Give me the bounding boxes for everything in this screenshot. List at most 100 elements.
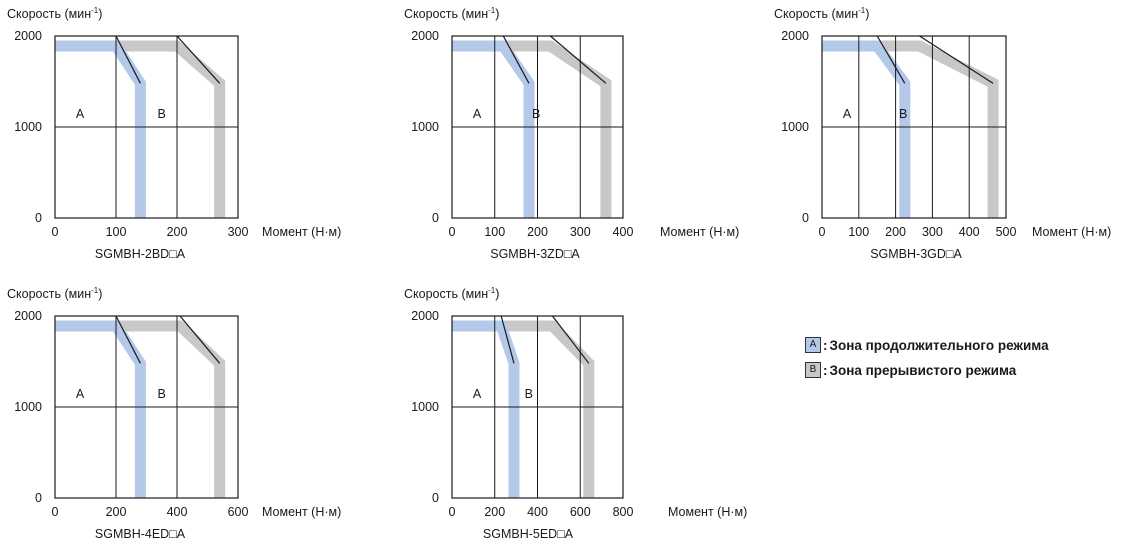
x-tick-label: 400 — [527, 505, 548, 519]
y-tick-label: 0 — [432, 211, 439, 225]
plot-frame — [54, 315, 239, 499]
y-tick-label: 1000 — [411, 120, 439, 134]
y-axis-label: Скорость (мин-1) — [404, 6, 499, 21]
x-tick-label: 200 — [167, 225, 188, 239]
y-axis-label: Скорость (мин-1) — [404, 286, 499, 301]
chart-model-name: SGMBH-2BD□A — [95, 247, 186, 261]
plot-frame — [54, 35, 239, 219]
y-axis-label-main: Скорость (мин — [7, 7, 91, 21]
y-tick-label: 1000 — [781, 120, 809, 134]
x-tick-label: 400 — [959, 225, 980, 239]
y-axis-label-sup: -1 — [858, 6, 866, 15]
zone-boundary-b — [176, 35, 221, 84]
zone-label-b: B — [158, 107, 166, 121]
y-axis-label-sup: -1 — [488, 6, 496, 15]
y-tick-label: 2000 — [14, 309, 42, 323]
y-axis-label-end: ) — [98, 287, 102, 301]
x-axis-label: Момент (Н·м) — [262, 225, 341, 239]
y-axis-label-sup: -1 — [91, 286, 99, 295]
chart-model-name: SGMBH-3ZD□A — [490, 247, 580, 261]
legend-separator-a: : — [823, 337, 828, 353]
x-tick-label: 100 — [848, 225, 869, 239]
legend-item-a: A : Зона продолжительного режима — [805, 336, 1049, 354]
y-tick-label: 2000 — [411, 29, 439, 43]
zone-boundary-a — [115, 315, 141, 364]
x-tick-label: 0 — [52, 225, 59, 239]
y-tick-label: 2000 — [781, 29, 809, 43]
chart-model-name: SGMBH-3GD□A — [870, 247, 962, 261]
zone-boundary-b — [179, 315, 221, 364]
y-tick-label: 1000 — [14, 120, 42, 134]
x-tick-label: 800 — [613, 505, 634, 519]
legend-item-b: B : Зона прерывистого режима — [805, 361, 1049, 379]
zone-label-a: A — [843, 107, 852, 121]
legend-separator-b: : — [823, 362, 828, 378]
x-tick-label: 200 — [484, 505, 505, 519]
zone-label-b: B — [525, 387, 533, 401]
chart-1: 0 1000 2000 0 100 200 300 Скорость (мин-1) Момен… — [7, 6, 341, 261]
zone-boundary-a — [502, 35, 530, 84]
plot-frame — [451, 315, 624, 499]
y-tick-label: 0 — [35, 491, 42, 505]
y-axis-label-end: ) — [865, 7, 869, 21]
grid — [55, 316, 238, 498]
zone-label-b: B — [532, 107, 540, 121]
zone-label-b: B — [158, 387, 166, 401]
grid — [822, 36, 1006, 218]
grid — [452, 36, 623, 218]
y-axis-label-main: Скорость (мин — [7, 287, 91, 301]
zone-label-a: A — [76, 387, 85, 401]
legend-swatch-b: B — [805, 362, 821, 378]
x-tick-label: 100 — [484, 225, 505, 239]
zone-boundary-b — [549, 35, 607, 84]
zone-boundary-a — [876, 35, 906, 84]
zone-boundary-a — [500, 315, 515, 364]
zone-band-a — [55, 320, 146, 498]
x-tick-label: 200 — [527, 225, 548, 239]
legend-label-a: Зона продолжительного режима — [829, 337, 1049, 353]
zone-label-a: A — [76, 107, 85, 121]
y-axis-label: Скорость (мин-1) — [774, 6, 869, 21]
zone-label-b: B — [899, 107, 907, 121]
chart-4: 0 1000 2000 0 200 400 600 Скорость (мин-1) Момен… — [7, 286, 341, 541]
y-tick-label: 0 — [802, 211, 809, 225]
zone-band-a — [452, 320, 520, 498]
y-tick-label: 1000 — [411, 400, 439, 414]
x-tick-label: 600 — [228, 505, 249, 519]
x-tick-label: 300 — [228, 225, 249, 239]
zone-band-a — [55, 40, 146, 218]
x-axis-label: Момент (Н·м) — [660, 225, 739, 239]
zone-boundary-b — [551, 315, 590, 364]
x-tick-label: 0 — [449, 505, 456, 519]
x-tick-label: 500 — [996, 225, 1017, 239]
x-tick-label: 400 — [613, 225, 634, 239]
chart-model-name: SGMBH-4ED□A — [95, 527, 186, 541]
zone-band-a — [452, 40, 535, 218]
y-axis-label-main: Скорость (мин — [404, 7, 488, 21]
chart-2: 0 1000 2000 0 100 200 300 400 Скорость (мин-1) Мо… — [404, 6, 739, 261]
zone-boundary-b — [919, 35, 994, 84]
y-axis-label-main: Скорость (мин — [404, 287, 488, 301]
legend-swatch-a: A — [805, 337, 821, 353]
y-tick-label: 2000 — [14, 29, 42, 43]
chart-5: 0 1000 2000 0 200 400 600 800 Скорость (мин-1) Мо… — [404, 286, 747, 541]
x-tick-label: 300 — [922, 225, 943, 239]
y-axis-label-main: Скорость (мин — [774, 7, 858, 21]
x-tick-label: 200 — [106, 505, 127, 519]
zone-label-a: A — [473, 387, 482, 401]
y-axis-label: Скорость (мин-1) — [7, 286, 102, 301]
legend: A : Зона продолжительного режима B : Зон… — [805, 336, 1049, 386]
x-axis-label: Момент (Н·м) — [1032, 225, 1111, 239]
y-axis-label: Скорость (мин-1) — [7, 6, 102, 21]
x-tick-label: 0 — [449, 225, 456, 239]
y-tick-label: 2000 — [411, 309, 439, 323]
x-tick-label: 100 — [106, 225, 127, 239]
y-axis-label-end: ) — [495, 287, 499, 301]
y-axis-label-end: ) — [98, 7, 102, 21]
y-axis-label-sup: -1 — [91, 6, 99, 15]
zone-label-a: A — [473, 107, 482, 121]
x-axis-label: Момент (Н·м) — [262, 505, 341, 519]
y-axis-label-sup: -1 — [488, 286, 496, 295]
plot-frame — [451, 35, 624, 219]
